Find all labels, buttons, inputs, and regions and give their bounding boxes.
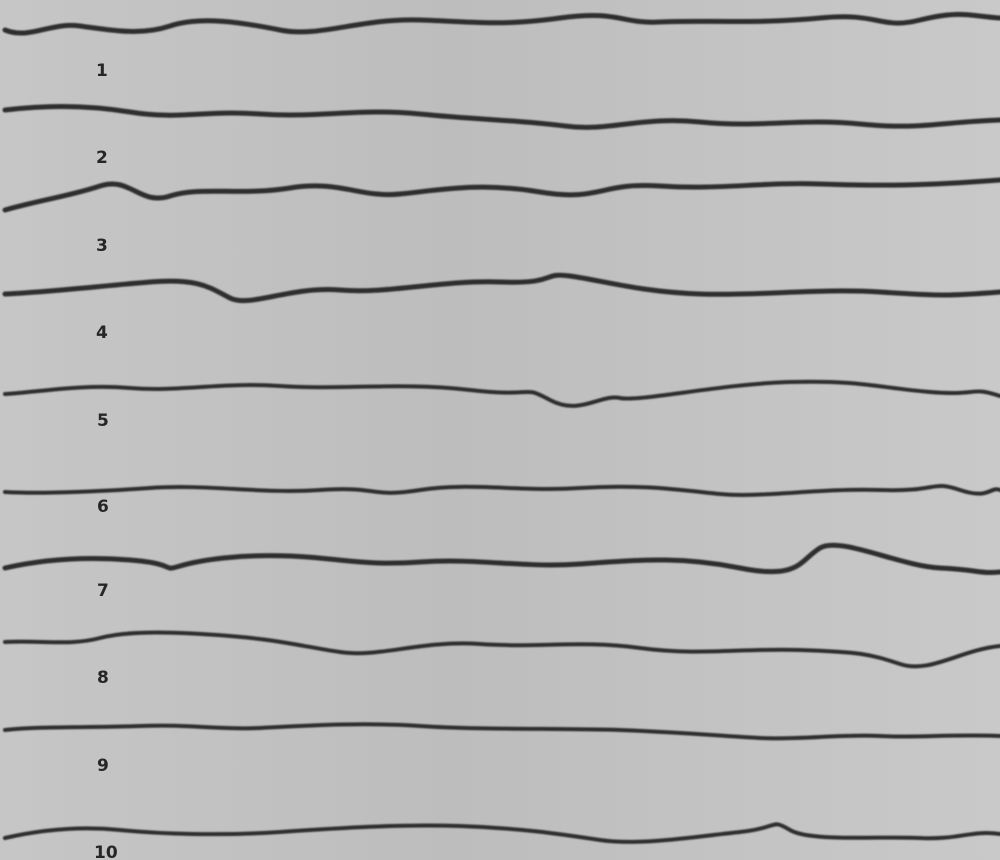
trace-figure: 1 2 3 4 5 6 7 8 9 10 — [0, 0, 1000, 860]
trace-label: 1 — [96, 61, 108, 81]
trace-label: 4 — [96, 323, 108, 343]
page: 1 2 3 4 5 6 7 8 9 10 (() => { const data… — [0, 0, 1000, 860]
trace-label: 8 — [97, 668, 109, 688]
trace-label: 9 — [97, 756, 109, 776]
trace-label: 3 — [96, 236, 108, 256]
trace-label: 6 — [97, 497, 109, 517]
trace-label: 10 — [94, 843, 118, 860]
trace-label: 2 — [96, 148, 108, 168]
trace-label: 7 — [97, 581, 109, 601]
background — [0, 0, 1000, 860]
trace-label: 5 — [97, 411, 109, 431]
